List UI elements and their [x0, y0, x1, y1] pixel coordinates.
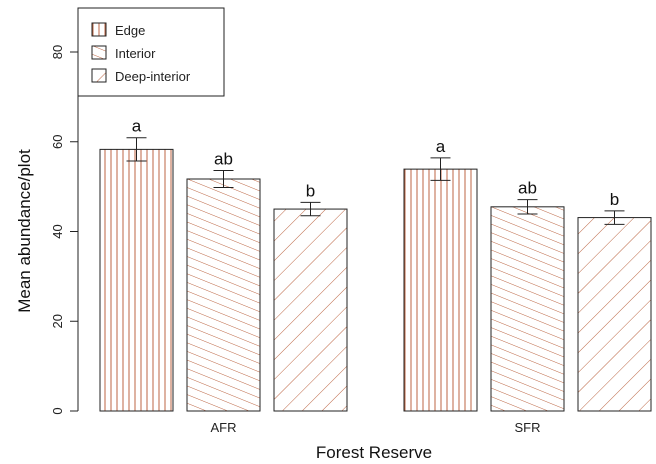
bar	[187, 179, 260, 411]
significance-letter: b	[610, 190, 619, 209]
x-tick-label: AFR	[211, 420, 237, 435]
legend-label: Edge	[115, 23, 145, 38]
significance-letter: b	[306, 181, 315, 200]
bar	[274, 209, 347, 411]
x-axis-title: Forest Reserve	[316, 443, 432, 462]
legend-label: Interior	[115, 46, 156, 61]
category-labels: AFR SFR	[211, 420, 541, 435]
legend-label: Deep-interior	[115, 69, 191, 84]
y-axis-title: Mean abundance/plot	[15, 149, 34, 313]
bar	[100, 149, 173, 411]
y-ticks: 0 20 40 60 80	[50, 45, 78, 415]
significance-letter: ab	[518, 179, 537, 198]
y-axis: 0 20 40 60 80	[50, 45, 78, 415]
bars: a ab b a ab b	[100, 117, 651, 411]
bar	[491, 207, 564, 411]
bar	[578, 218, 651, 411]
significance-letter: a	[132, 117, 142, 136]
legend-swatch	[92, 23, 106, 36]
y-tick-label: 40	[50, 224, 65, 238]
legend-swatch	[92, 46, 106, 59]
significance-letter: ab	[214, 149, 233, 168]
y-tick-label: 0	[50, 407, 65, 414]
x-tick-label: SFR	[515, 420, 541, 435]
legend: Edge Interior Deep-interior	[78, 8, 224, 96]
legend-swatch	[92, 69, 106, 82]
significance-letter: a	[436, 137, 446, 156]
bar	[404, 169, 477, 411]
y-tick-label: 60	[50, 135, 65, 149]
y-tick-label: 80	[50, 45, 65, 59]
y-tick-label: 20	[50, 314, 65, 328]
